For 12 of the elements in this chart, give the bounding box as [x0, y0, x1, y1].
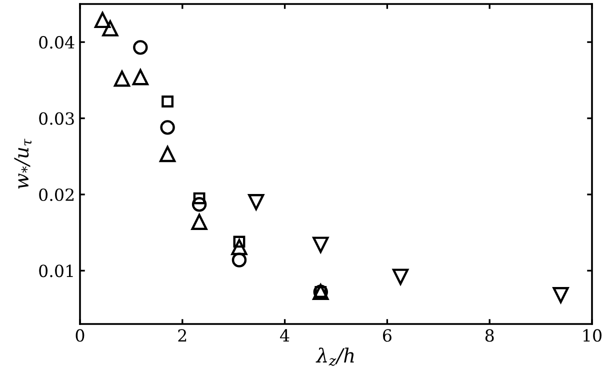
x-tick-label: 0 — [76, 329, 84, 342]
y-tick-label: 0.01 — [39, 264, 73, 278]
x-tick-label: 10 — [583, 329, 602, 342]
x-tick-label: 6 — [383, 329, 392, 342]
y-tick-label: 0.04 — [39, 36, 74, 49]
y-tick-label: 0.03 — [39, 112, 74, 125]
x-tick-label: 2 — [178, 329, 186, 342]
x-axis-title: λ$_{z}$/h — [316, 348, 354, 366]
x-tick-label: 8 — [485, 329, 494, 342]
x-tick-label: 4 — [280, 329, 290, 342]
y-tick-label: 0.02 — [39, 188, 74, 202]
y-axis-title: w$_{*}$/u$_{τ}$ — [14, 138, 32, 189]
